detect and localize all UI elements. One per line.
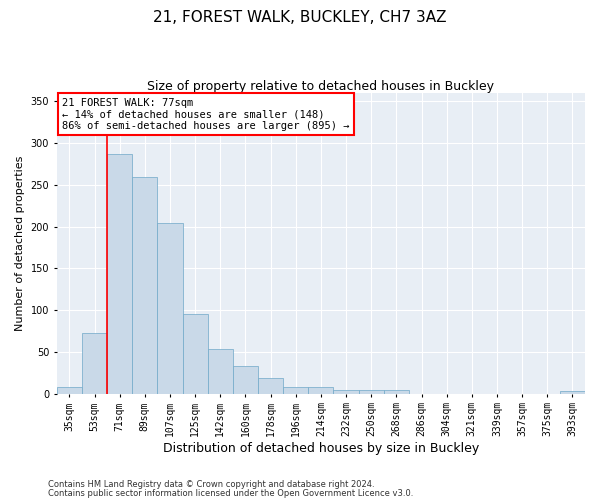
- Y-axis label: Number of detached properties: Number of detached properties: [15, 156, 25, 331]
- Bar: [107, 154, 132, 394]
- Bar: [258, 378, 283, 394]
- Title: Size of property relative to detached houses in Buckley: Size of property relative to detached ho…: [148, 80, 494, 93]
- Bar: [157, 223, 182, 394]
- Bar: [283, 387, 308, 394]
- X-axis label: Distribution of detached houses by size in Buckley: Distribution of detached houses by size …: [163, 442, 479, 455]
- Bar: [233, 366, 258, 394]
- Bar: [208, 350, 233, 394]
- Text: Contains HM Land Registry data © Crown copyright and database right 2024.: Contains HM Land Registry data © Crown c…: [48, 480, 374, 489]
- Bar: [182, 314, 208, 394]
- Bar: [334, 390, 359, 394]
- Bar: [384, 390, 409, 394]
- Text: 21, FOREST WALK, BUCKLEY, CH7 3AZ: 21, FOREST WALK, BUCKLEY, CH7 3AZ: [153, 10, 447, 25]
- Text: 21 FOREST WALK: 77sqm
← 14% of detached houses are smaller (148)
86% of semi-det: 21 FOREST WALK: 77sqm ← 14% of detached …: [62, 98, 350, 130]
- Bar: [359, 390, 384, 394]
- Text: Contains public sector information licensed under the Open Government Licence v3: Contains public sector information licen…: [48, 489, 413, 498]
- Bar: [560, 391, 585, 394]
- Bar: [82, 332, 107, 394]
- Bar: [132, 178, 157, 394]
- Bar: [57, 387, 82, 394]
- Bar: [308, 387, 334, 394]
